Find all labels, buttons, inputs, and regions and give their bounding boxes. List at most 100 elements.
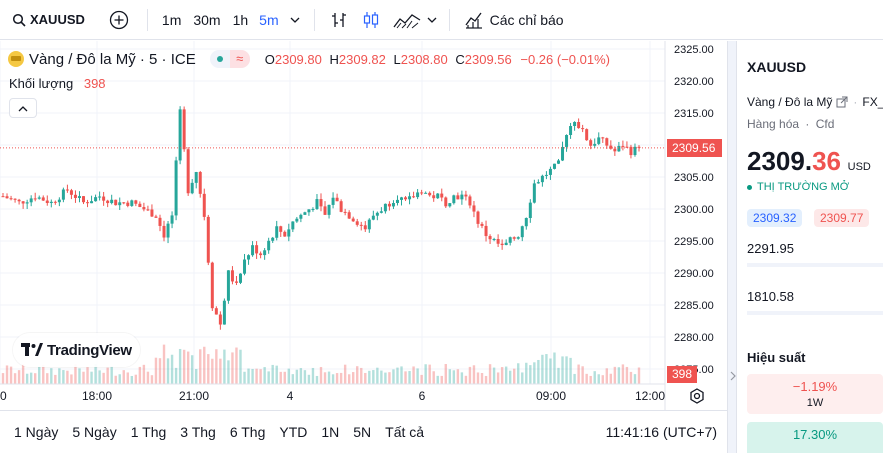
perf-1m-card[interactable]: 17.30% [747,422,883,453]
volume-bar [203,346,206,384]
price-tick-label: 2295.00 [674,236,714,248]
area-chart-button[interactable] [381,0,421,40]
volume-bar [271,364,274,384]
candle-body [548,168,552,175]
symbol-details-panel: XAUUSD Vàng / Đô la Mỹ · FX_ Hàng hóa · … [737,41,883,453]
time-tick-label: 4 [287,389,294,403]
range-6m[interactable]: 6 Thg [229,424,266,440]
volume-bar [291,374,295,384]
candle-body [90,201,94,204]
collapse-legend-button[interactable] [9,98,37,118]
range-ytd[interactable]: YTD [279,424,308,440]
candle-body [190,182,194,194]
interval-30m[interactable]: 30m [181,0,220,40]
volume-bar [219,358,222,384]
range-1y[interactable]: 1N [321,424,340,440]
range-5d[interactable]: 5 Ngày [72,424,117,440]
candle-body [536,182,540,184]
range-1m[interactable]: 1 Thg [130,424,167,440]
external-link-icon[interactable] [836,96,848,108]
current-price-label: 2309.56 [667,138,722,157]
candle-body [106,200,110,204]
volume-bar [424,364,427,384]
perf-1w-card[interactable]: −1.19% 1W [747,374,883,414]
candle-body [77,196,81,198]
chart-settings-button[interactable] [688,387,708,407]
price-tick-label: 2300.00 [674,204,714,216]
candle-body [363,225,367,230]
candle-body [480,223,484,226]
tradingview-logo[interactable]: TradingView [13,333,140,367]
volume-label[interactable]: Khối lượng [9,76,74,91]
panel-resizer[interactable] [727,41,737,453]
candle-body [41,197,45,201]
symbol-search[interactable]: XAUUSD [0,0,97,40]
indicators-button[interactable]: Các chỉ báo [450,0,564,40]
panel-name[interactable]: Vàng / Đô la Mỹ [747,95,833,109]
candle-body [267,240,271,251]
candle-body [259,253,263,256]
interval-dropdown[interactable] [279,0,314,40]
market-status-pill[interactable]: ≈ [209,50,250,68]
chart-legend: Vàng / Đô la Mỹ · 5 · ICE ≈ O2309.80 H23… [8,50,610,68]
candle-body [609,145,613,149]
volume-bar [408,371,411,384]
volume-bar [347,374,351,384]
volume-bar [98,370,101,384]
candle-body [5,196,9,199]
volume-bar [577,364,580,384]
timezone-clock[interactable]: 11:41:16 (UTC+7) [605,424,717,440]
candles-button[interactable] [349,0,381,40]
candle-body [359,224,363,226]
candle-body [472,205,476,212]
interval-1m-label: 1m [161,11,182,28]
volume-bar [420,374,423,384]
stat-2-range-bar [747,311,883,315]
candle-body [504,242,508,246]
volume-bar [283,371,286,384]
candle-body [552,163,556,169]
chart-type-dropdown[interactable] [421,0,449,40]
candle-body [275,226,279,238]
volume-bar [565,356,568,384]
volume-bar [545,354,548,384]
volume-bar [521,372,524,384]
candle-body [214,308,218,315]
candle-body [299,214,303,219]
bar-type-button[interactable] [315,0,349,40]
interval-1m[interactable]: 1m [148,0,181,40]
candle-body [182,109,186,150]
candle-body [230,270,234,282]
interval-5m-active[interactable]: 5m [248,0,278,40]
range-1d[interactable]: 1 Ngày [14,424,59,440]
candle-body [82,196,86,203]
compare-button[interactable] [97,0,137,40]
range-all[interactable]: Tất cả [385,424,425,440]
volume-bar [633,374,637,384]
volume-bar [541,354,544,384]
candle-body [65,189,69,191]
chart-area[interactable]: 2325.002320.002315.002310.002305.002300.… [0,41,722,410]
candle-body [395,199,399,204]
candle-body [379,211,383,213]
range-3m[interactable]: 3 Thg [180,424,216,440]
candle-body [496,239,500,244]
candle-body [69,190,73,195]
market-status: THỊ TRƯỜNG MỞ [747,181,849,193]
volume-bar [122,370,125,384]
perf-1w-period: 1W [806,397,824,409]
panel-exchange[interactable]: FX_ [862,95,883,109]
candle-body [577,122,581,129]
volume-bar [360,367,363,384]
volume-bar [400,366,403,384]
range-5y[interactable]: 5N [353,424,372,440]
interval-1h[interactable]: 1h [221,0,249,40]
volume-bar [537,359,540,384]
performance-title[interactable]: Hiệu suất [747,350,806,365]
volume-bar [504,366,508,384]
volume-bar [58,368,61,384]
price-chart[interactable]: 2325.002320.002315.002310.002305.002300.… [0,41,722,410]
series-title[interactable]: Vàng / Đô la Mỹ · 5 · ICE [29,50,196,68]
volume-bar [617,367,621,384]
volume-bar [352,372,355,384]
